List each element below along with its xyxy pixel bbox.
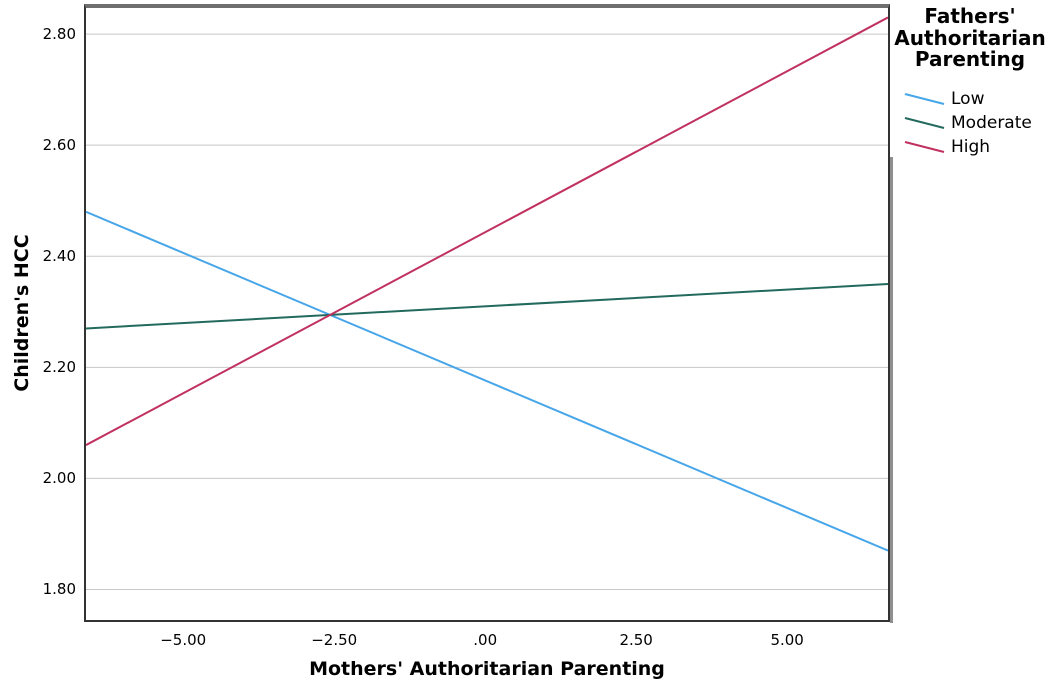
y-tick-label: 2.60 xyxy=(42,136,76,155)
legend-line-swatch xyxy=(904,116,945,129)
y-axis-title: Children's HCC xyxy=(11,234,33,392)
series-line-moderate xyxy=(86,283,888,330)
series-line-low xyxy=(86,210,888,552)
x-tick-label: 2.50 xyxy=(619,631,653,649)
legend-line-swatch xyxy=(904,140,945,153)
series-line-high xyxy=(86,16,888,446)
plot-area xyxy=(84,4,890,622)
plot-lines-canvas xyxy=(86,16,888,590)
y-tick-label: 2.00 xyxy=(42,469,76,488)
y-tick-label: 1.80 xyxy=(42,580,76,599)
legend-item-moderate: Moderate xyxy=(890,111,1050,135)
legend-label: High xyxy=(951,136,991,157)
x-tick-label: 5.00 xyxy=(770,631,804,649)
frame-shadow-artifact xyxy=(890,157,893,623)
y-tick-label: 2.20 xyxy=(42,358,76,377)
legend-item-high: High xyxy=(890,135,1050,159)
legend-label: Moderate xyxy=(951,112,1032,133)
legend: Fathers' Authoritarian Parenting Low Mode… xyxy=(890,4,1050,159)
legend-label: Low xyxy=(951,88,985,109)
y-tick-label: 2.80 xyxy=(42,25,76,44)
legend-item-low: Low xyxy=(890,87,1050,111)
y-tick-label: 2.40 xyxy=(42,247,76,266)
x-tick-label: −2.50 xyxy=(311,631,358,649)
legend-line-swatch xyxy=(904,92,945,105)
x-tick-label: .00 xyxy=(473,631,498,649)
x-axis-title: Mothers' Authoritarian Parenting xyxy=(309,658,665,680)
legend-title: Fathers' Authoritarian Parenting xyxy=(894,4,1046,72)
x-tick-label: −5.00 xyxy=(160,631,207,649)
legend-items: Low Moderate High xyxy=(890,87,1050,159)
